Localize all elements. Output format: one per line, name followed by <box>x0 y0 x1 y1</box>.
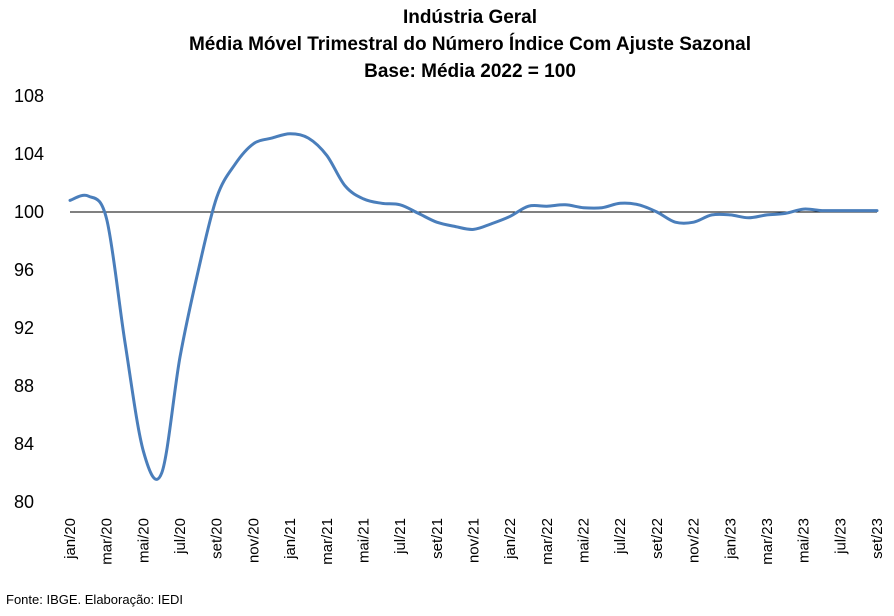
x-tick-label: set/20 <box>209 518 226 559</box>
x-tick-label: mar/21 <box>319 518 336 565</box>
title-line: Média Móvel Trimestral do Número Índice … <box>189 33 751 55</box>
x-tick-label: nov/21 <box>466 518 483 563</box>
title-line: Indústria Geral <box>403 7 537 28</box>
y-tick-label: 104 <box>14 144 44 164</box>
source-note: Fonte: IBGE. Elaboração: IEDI <box>6 592 184 607</box>
x-tick-label: mai/22 <box>576 518 593 563</box>
chart-title: Indústria Geral Média Móvel Trimestral do… <box>189 7 751 82</box>
y-tick-label: 88 <box>14 376 34 396</box>
y-tick-label: 100 <box>14 202 44 222</box>
y-tick-label: 108 <box>14 86 44 106</box>
y-axis: 108 104 100 96 92 88 84 80 <box>14 86 44 512</box>
x-tick-label: jul/20 <box>172 518 189 555</box>
x-tick-label: mar/23 <box>759 518 776 565</box>
x-tick-label: mai/20 <box>135 518 152 563</box>
title-line: Base: Média 2022 = 100 <box>364 61 576 82</box>
y-tick-label: 96 <box>14 260 34 280</box>
x-axis: jan/20 mar/20 mai/20 jul/20 set/20 nov/20 jan/… <box>62 518 886 565</box>
series-line <box>68 132 879 481</box>
y-tick-label: 84 <box>14 434 34 454</box>
x-tick-label: jul/21 <box>392 518 409 555</box>
y-tick-label: 80 <box>14 492 34 512</box>
x-tick-label: set/21 <box>429 518 446 559</box>
x-tick-label: jan/21 <box>282 518 299 560</box>
x-tick-label: nov/22 <box>686 518 703 563</box>
x-tick-label: jan/20 <box>62 518 79 560</box>
x-tick-label: mai/21 <box>355 518 372 563</box>
x-tick-label: mai/23 <box>796 518 813 563</box>
x-tick-label: jul/22 <box>612 518 629 555</box>
x-tick-label: jan/22 <box>502 518 519 560</box>
x-tick-label: jan/23 <box>722 518 739 560</box>
x-tick-label: mar/20 <box>99 518 116 565</box>
x-tick-label: set/23 <box>869 518 886 559</box>
x-tick-label: jul/23 <box>832 518 849 555</box>
x-tick-label: set/22 <box>649 518 666 559</box>
x-tick-label: mar/22 <box>539 518 556 565</box>
y-tick-label: 92 <box>14 318 34 338</box>
x-tick-label: nov/20 <box>245 518 262 563</box>
